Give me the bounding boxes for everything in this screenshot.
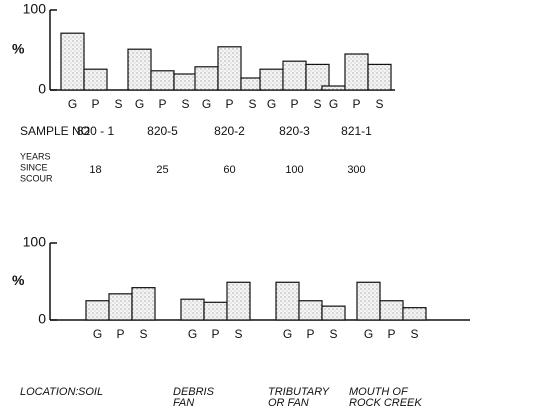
bar xyxy=(131,287,156,321)
bar xyxy=(194,66,219,91)
bar xyxy=(259,68,284,91)
row-value: 100 xyxy=(285,164,303,176)
bar-group-label: G xyxy=(68,97,77,111)
category-label: ROCK CREEK xyxy=(349,397,422,409)
bar xyxy=(282,60,307,91)
row-value: 60 xyxy=(223,164,235,176)
bar xyxy=(367,63,392,91)
bar-group-label: S xyxy=(248,97,256,111)
bar-group-label: G xyxy=(188,327,197,341)
bar-group-label: P xyxy=(158,97,166,111)
bar-group-label: P xyxy=(211,327,219,341)
category-label: DEBRIS xyxy=(173,386,215,398)
row-value: 300 xyxy=(347,164,365,176)
bar xyxy=(344,53,369,91)
category-row-label: SAMPLE NO xyxy=(20,124,90,138)
bar xyxy=(402,307,427,321)
bar-group-label: S xyxy=(234,327,242,341)
bar xyxy=(180,298,205,321)
bar xyxy=(275,281,300,321)
bar-group-label: G xyxy=(202,97,211,111)
bar-group-label: P xyxy=(352,97,360,111)
y-tick-label: 0 xyxy=(38,311,46,327)
bar xyxy=(150,70,175,91)
bar-group-label: S xyxy=(313,97,321,111)
category-label: 820-5 xyxy=(147,124,178,138)
bar xyxy=(127,48,152,91)
category-label: 820-3 xyxy=(279,124,310,138)
bar-group-label: G xyxy=(267,97,276,111)
bar xyxy=(321,305,346,321)
bar-group-label: G xyxy=(135,97,144,111)
category-label: SOIL xyxy=(78,386,103,398)
bar-group-label: S xyxy=(139,327,147,341)
bar xyxy=(305,63,330,91)
row-value: 25 xyxy=(156,164,168,176)
bar xyxy=(203,301,228,321)
bar xyxy=(321,85,346,91)
bar xyxy=(60,32,85,91)
bar xyxy=(356,281,381,321)
bar-group-label: G xyxy=(93,327,102,341)
bar-group-label: P xyxy=(91,97,99,111)
row-label: SINCE xyxy=(20,162,48,172)
bar xyxy=(298,300,323,321)
category-label: TRIBUTARY xyxy=(268,386,330,398)
bar-group-label: G xyxy=(283,327,292,341)
y-tick-label: 0 xyxy=(38,81,46,97)
bar-group-label: P xyxy=(387,327,395,341)
bar xyxy=(217,46,242,91)
y-axis-label: % xyxy=(12,272,25,288)
bar-group-label: S xyxy=(375,97,383,111)
bar-group-label: G xyxy=(329,97,338,111)
bar xyxy=(379,300,404,321)
row-label: YEARS xyxy=(20,151,51,161)
bar xyxy=(108,293,133,321)
bar-group-label: S xyxy=(114,97,122,111)
bar-group-label: P xyxy=(225,97,233,111)
bar xyxy=(83,68,108,91)
bar xyxy=(226,281,251,321)
category-label: 821-1 xyxy=(341,124,372,138)
bar-group-label: P xyxy=(306,327,314,341)
category-label: 820 - 1 xyxy=(77,124,115,138)
y-tick-label: 100 xyxy=(23,234,47,250)
category-label: FAN xyxy=(173,397,194,409)
bar-group-label: P xyxy=(116,327,124,341)
bar-group-label: S xyxy=(410,327,418,341)
category-label: 820-2 xyxy=(214,124,245,138)
bar-group-label: P xyxy=(290,97,298,111)
category-row-label: LOCATION: xyxy=(20,386,78,398)
bar xyxy=(85,300,110,321)
category-label: OR FAN xyxy=(268,397,309,409)
bar-group-label: S xyxy=(181,97,189,111)
y-tick-label: 100 xyxy=(23,1,47,17)
bar-group-label: G xyxy=(364,327,373,341)
bar xyxy=(173,73,198,91)
y-axis-label: % xyxy=(12,41,25,57)
row-value: 18 xyxy=(89,164,101,176)
bar-group-label: S xyxy=(329,327,337,341)
category-label: MOUTH OF xyxy=(349,386,409,398)
row-label: SCOUR xyxy=(20,173,53,183)
